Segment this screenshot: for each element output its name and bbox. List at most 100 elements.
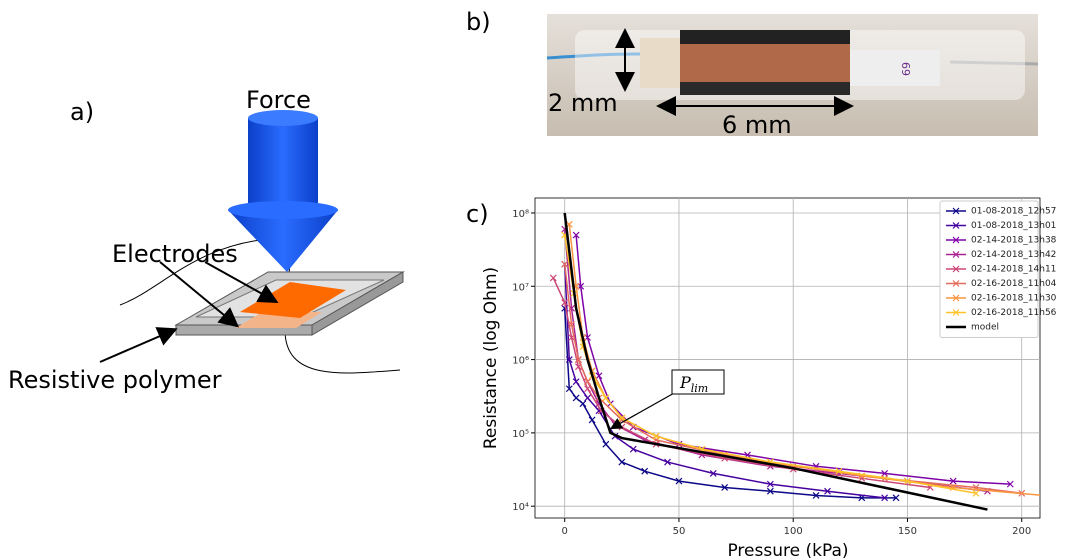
x-tick-label: 200	[1012, 526, 1031, 537]
marker	[881, 494, 889, 502]
y-tick-label: 10⁷	[512, 282, 529, 293]
marker	[835, 467, 843, 475]
marker	[584, 394, 591, 402]
marker	[584, 385, 591, 393]
marker	[1006, 480, 1014, 488]
marker	[561, 260, 569, 268]
label: Resistive polymer	[8, 366, 222, 394]
x-axis-label: Pressure (kPa)	[727, 541, 848, 560]
marker	[602, 394, 610, 402]
marker	[572, 394, 580, 402]
marker	[588, 416, 596, 424]
marker	[1042, 492, 1048, 498]
y-tick-label: 10⁴	[512, 502, 529, 513]
legend-label: 02-14-2018_13h38	[971, 236, 1057, 246]
panel-label: c)	[466, 200, 489, 228]
marker	[572, 378, 580, 386]
marker	[584, 378, 591, 386]
annotation: Plim	[679, 373, 708, 395]
y-tick-label: 10⁸	[512, 209, 529, 220]
marker	[595, 372, 603, 380]
marker	[721, 484, 729, 491]
chart: c) Pressure (kPa) Resistance (log Ohm) 0…	[466, 197, 1057, 560]
marker	[568, 321, 575, 329]
legend-box	[939, 200, 1039, 338]
legend-label: 01-08-2018_12h57	[971, 207, 1056, 217]
marker	[952, 207, 960, 215]
strip	[680, 30, 850, 44]
marker	[766, 487, 774, 495]
marker	[561, 299, 569, 306]
x-tick-label: 150	[898, 526, 917, 537]
annotation-arrow	[609, 391, 677, 430]
marker	[549, 274, 557, 282]
label: 6 mm	[722, 111, 792, 139]
wire	[949, 60, 1039, 66]
marker	[952, 222, 960, 229]
marker	[565, 385, 573, 393]
marker	[952, 236, 960, 244]
marker	[595, 407, 603, 415]
marker	[904, 477, 911, 485]
sticker-text: 69	[899, 62, 912, 76]
marker	[824, 487, 831, 495]
arrow	[159, 261, 240, 328]
wire	[284, 329, 401, 374]
marker	[641, 467, 649, 475]
platform-side	[311, 271, 404, 336]
marker	[949, 477, 957, 485]
arrow	[204, 261, 279, 303]
force-flange	[228, 201, 338, 219]
marker	[881, 469, 889, 477]
marker	[664, 458, 671, 466]
force-cylinder	[248, 118, 318, 210]
marker	[952, 280, 960, 287]
pad	[640, 38, 680, 88]
series-line	[563, 264, 885, 499]
legend-label: 02-16-2018_11h56	[971, 308, 1057, 318]
marker	[602, 440, 610, 448]
legend-label: 02-16-2018_11h30	[971, 294, 1057, 304]
force-cone	[228, 210, 338, 272]
marker	[629, 445, 637, 453]
marker	[812, 492, 820, 499]
x-tick-label: 0	[562, 526, 568, 537]
panel-label: a)	[70, 98, 94, 126]
annotation-box	[671, 369, 725, 395]
marker	[618, 458, 626, 466]
legend-label: 02-14-2018_14h11	[971, 265, 1056, 275]
y-tick-label: 10⁶	[512, 356, 529, 367]
annotation-subscript: lim	[691, 382, 708, 395]
y-tick-label: 10⁵	[512, 429, 529, 440]
diagram: a) Force Electrodes Resistive polymer	[8, 86, 405, 394]
marker	[579, 400, 587, 408]
marker	[952, 309, 960, 316]
annotation-symbol: P	[679, 373, 691, 392]
marker	[952, 294, 960, 302]
legend-label: model	[971, 323, 999, 333]
marker	[892, 494, 900, 502]
model-line	[563, 212, 988, 511]
arrow	[99, 327, 178, 363]
label: Force	[246, 86, 311, 114]
photo: 69 b) 2 mm 6 mm	[466, 8, 1039, 139]
strip	[680, 82, 850, 95]
x-tick-label: 50	[673, 526, 686, 537]
label: 2 mm	[548, 89, 618, 117]
panel-label: b)	[466, 8, 491, 36]
marker	[565, 356, 573, 363]
marker	[709, 469, 717, 477]
electrode-top	[240, 282, 346, 318]
label: Electrodes	[112, 240, 238, 268]
marker	[675, 477, 683, 485]
marker	[952, 265, 960, 273]
marker	[952, 251, 960, 258]
marker	[574, 356, 582, 363]
x-tick-label: 100	[784, 526, 803, 537]
legend-label: 02-16-2018_11h04	[971, 279, 1057, 289]
marker	[572, 231, 580, 239]
legend-label: 01-08-2018_13h01	[971, 221, 1056, 231]
marker	[972, 489, 980, 497]
marker	[652, 432, 660, 440]
